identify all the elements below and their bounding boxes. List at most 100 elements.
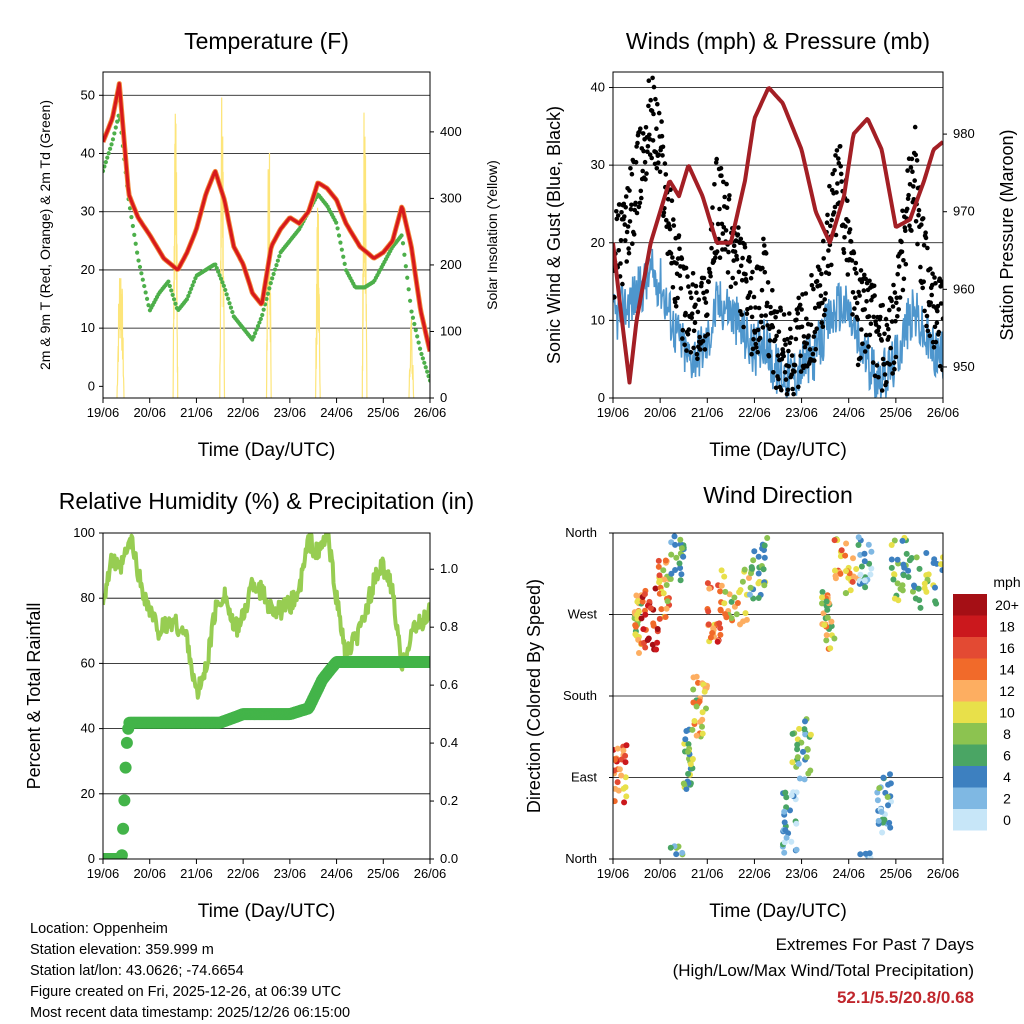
legend-swatch [953,594,987,616]
wind-direction-point [622,752,629,759]
gust-point [623,205,628,210]
gust-point [624,229,630,235]
gust-point [857,293,862,298]
gust-point [641,148,646,154]
gust-point [853,295,858,301]
gust-point [649,155,654,161]
gust-point [689,311,695,317]
y2-tick-label: 0 [440,390,447,405]
wind-direction-point [621,799,628,806]
wind-direction-point [740,618,747,625]
wind-direction-point [663,582,670,588]
dewpoint-point [221,283,226,288]
gust-point [666,223,672,228]
x-tick-label: 19/06 [87,866,120,881]
gust-point [628,207,634,212]
station-location: Location: Oppenheim [30,921,168,937]
dewpoint-point [405,275,410,280]
gust-point [825,212,830,218]
dewpoint-point [132,232,137,237]
winds-x-label: Time (Day/UTC) [709,440,847,461]
wind-direction-point [667,576,674,582]
gust-point [834,190,839,195]
dewpoint-point [166,279,171,284]
wind-direction-point [748,570,754,577]
gust-point [775,353,781,358]
gust-point [773,315,778,320]
wind-direction-point [905,574,912,580]
wind-direction-point [717,625,724,632]
wind-direction-point [685,770,692,777]
wind-direction-point [761,542,768,549]
gust-point [809,273,814,278]
gust-point [931,345,937,350]
gust-point [804,341,810,346]
y2-axis-label: Station Pressure (Maroon) [997,129,1017,340]
gust-point [855,362,861,368]
wind-direction-point [728,598,735,605]
dewpoint-point [184,297,189,302]
y2-tick-label: 0.2 [440,793,458,808]
gust-point [643,125,649,130]
gust-point [621,201,627,207]
legend-label: 10 [999,705,1015,721]
wind-direction-point [884,794,891,800]
gust-point [845,272,851,277]
gust-point [818,293,824,299]
wind-direction-point [660,567,667,574]
dewpoint-point [427,378,430,383]
y-tick-label: South [563,688,597,703]
wind-direction-point [654,626,661,632]
gust-point [749,351,754,357]
gust-point [780,350,786,355]
gust-point [842,235,847,240]
wind-direction-point [843,568,849,574]
gust-point [677,273,683,279]
gust-point [686,327,692,332]
gust-point [675,295,680,301]
gust-point [759,313,764,319]
gust-point [651,111,656,117]
gust-point [904,206,910,212]
gust-point [895,314,900,319]
gust-point [900,208,905,214]
gust-point [640,168,645,174]
gust-point [911,184,916,189]
wind-direction-point [823,598,830,605]
gust-point [852,266,858,272]
gust-point [862,349,868,354]
pressure-line [613,86,943,385]
wind-direction-point [705,621,712,628]
gust-point [785,336,790,342]
gust-point [910,169,915,174]
gust-point [882,372,888,377]
dewpoint-point [227,301,232,306]
dewpoint-point [409,309,414,314]
legend-label: 16 [999,640,1015,656]
wind-direction-point [614,779,621,786]
dewpoint-point [113,125,118,130]
gust-point [705,332,711,337]
gust-point [923,235,929,241]
plot-frame [102,71,431,399]
wind-direction-point [683,786,690,792]
gust-point [638,188,644,194]
wind-direction-point [706,585,713,592]
wind-direction-point [894,556,901,563]
gust-point [676,233,682,238]
wind-direction-point [923,550,930,556]
gust-point [761,236,766,242]
gust-point [906,192,911,198]
gust-point [895,271,900,277]
gust-point [662,161,668,166]
wind-direction-point [789,759,796,766]
gust-point [905,196,911,201]
wind-direction-point [655,563,662,570]
wind-direction-point [861,550,868,557]
wind-direction-point [861,558,868,565]
dewpoint-point [260,312,265,318]
gust-point [901,258,906,263]
wind-direction-point [823,637,830,644]
x-tick-label: 20/06 [133,405,166,420]
dewpoint-point [103,160,108,165]
